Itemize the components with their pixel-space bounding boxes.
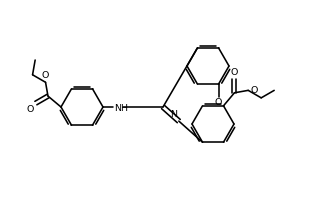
Text: O: O xyxy=(215,98,222,107)
Text: NH: NH xyxy=(114,104,128,113)
Text: O: O xyxy=(231,68,238,77)
Text: O: O xyxy=(42,71,49,80)
Text: N: N xyxy=(170,110,177,119)
Text: O: O xyxy=(27,105,34,114)
Text: O: O xyxy=(250,86,258,95)
